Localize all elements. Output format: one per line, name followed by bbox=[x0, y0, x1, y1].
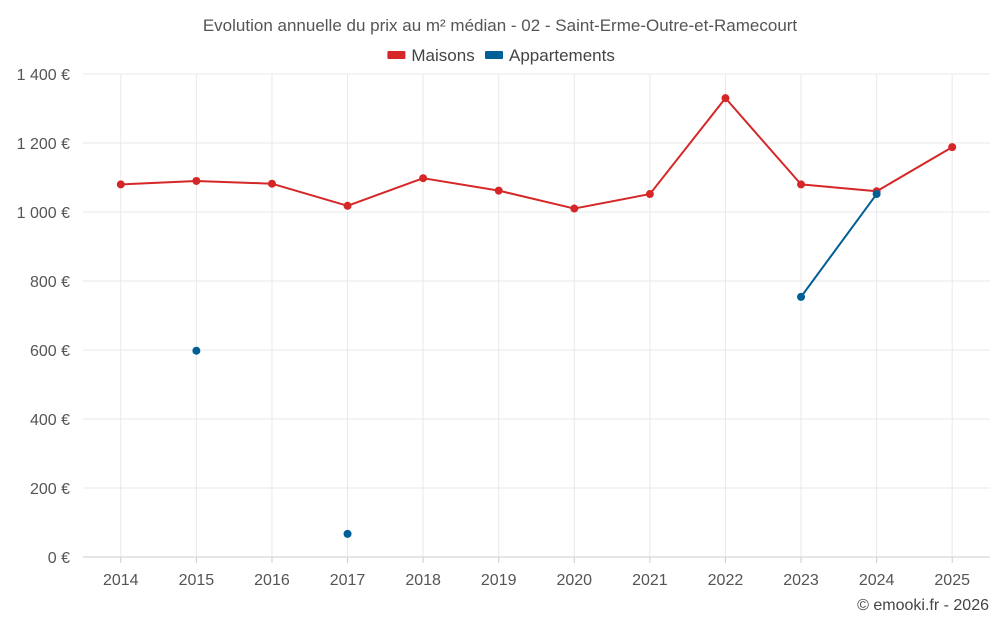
legend-label-appartements: Appartements bbox=[509, 46, 615, 65]
x-tick-label: 2024 bbox=[859, 572, 895, 589]
data-point-maisons-2016[interactable] bbox=[267, 179, 276, 188]
y-tick-label: 600 € bbox=[30, 343, 70, 360]
y-tick-label: 400 € bbox=[30, 412, 70, 429]
series-layer bbox=[116, 94, 957, 538]
data-point-appartements-2017[interactable] bbox=[343, 529, 352, 538]
data-point-maisons-2019[interactable] bbox=[494, 186, 503, 195]
data-point-maisons-2025[interactable] bbox=[948, 143, 957, 152]
y-tick-label: 1 000 € bbox=[17, 205, 70, 222]
x-tick-label: 2018 bbox=[405, 572, 441, 589]
x-tick-label: 2023 bbox=[783, 572, 819, 589]
y-axis: 0 € 200 € 400 € 600 € 800 € 1 000 € 1 200 € 1 4… bbox=[17, 67, 70, 567]
x-tick-label: 2022 bbox=[708, 572, 744, 589]
x-tick-label: 2016 bbox=[254, 572, 290, 589]
y-tick-label: 1 200 € bbox=[17, 136, 70, 153]
series-line-maisons bbox=[120, 97, 953, 210]
data-point-maisons-2021[interactable] bbox=[645, 190, 654, 199]
series-line-appartements bbox=[800, 193, 878, 298]
x-tick-label: 2020 bbox=[556, 572, 592, 589]
data-point-maisons-2015[interactable] bbox=[192, 176, 201, 185]
legend-item-appartements[interactable]: Appartements bbox=[485, 46, 615, 65]
legend-swatch-appartements bbox=[485, 51, 503, 59]
data-point-appartements-2024[interactable] bbox=[872, 190, 881, 199]
legend: Maisons Appartements bbox=[387, 46, 615, 65]
data-point-maisons-2018[interactable] bbox=[419, 174, 428, 183]
x-tick-label: 2021 bbox=[632, 572, 668, 589]
y-tick-label: 200 € bbox=[30, 481, 70, 498]
y-tick-label: 0 € bbox=[48, 550, 70, 567]
legend-label-maisons: Maisons bbox=[411, 46, 474, 65]
data-point-appartements-2023[interactable] bbox=[797, 292, 806, 301]
data-point-maisons-2014[interactable] bbox=[116, 180, 125, 189]
x-tick-label: 2025 bbox=[934, 572, 970, 589]
y-tick-label: 800 € bbox=[30, 274, 70, 291]
data-point-maisons-2017[interactable] bbox=[343, 201, 352, 210]
data-point-maisons-2023[interactable] bbox=[797, 180, 806, 189]
x-tick-label: 2019 bbox=[481, 572, 517, 589]
x-axis: 2014 2015 2016 2017 2018 2019 2020 2021 2022 2023… bbox=[103, 557, 970, 589]
y-tick-label: 1 400 € bbox=[17, 67, 70, 84]
x-tick-label: 2014 bbox=[103, 572, 139, 589]
chart-title: Evolution annuelle du prix au m² médian … bbox=[203, 16, 798, 35]
legend-item-maisons[interactable]: Maisons bbox=[387, 46, 475, 65]
x-tick-label: 2017 bbox=[330, 572, 366, 589]
x-tick-label: 2015 bbox=[179, 572, 215, 589]
data-point-maisons-2022[interactable] bbox=[721, 94, 730, 103]
legend-swatch-maisons bbox=[387, 51, 406, 59]
credit-text: © emooki.fr - 2026 bbox=[857, 597, 989, 614]
data-point-appartements-2015[interactable] bbox=[192, 346, 201, 355]
data-point-maisons-2020[interactable] bbox=[570, 204, 579, 213]
grid-lines bbox=[83, 73, 990, 558]
